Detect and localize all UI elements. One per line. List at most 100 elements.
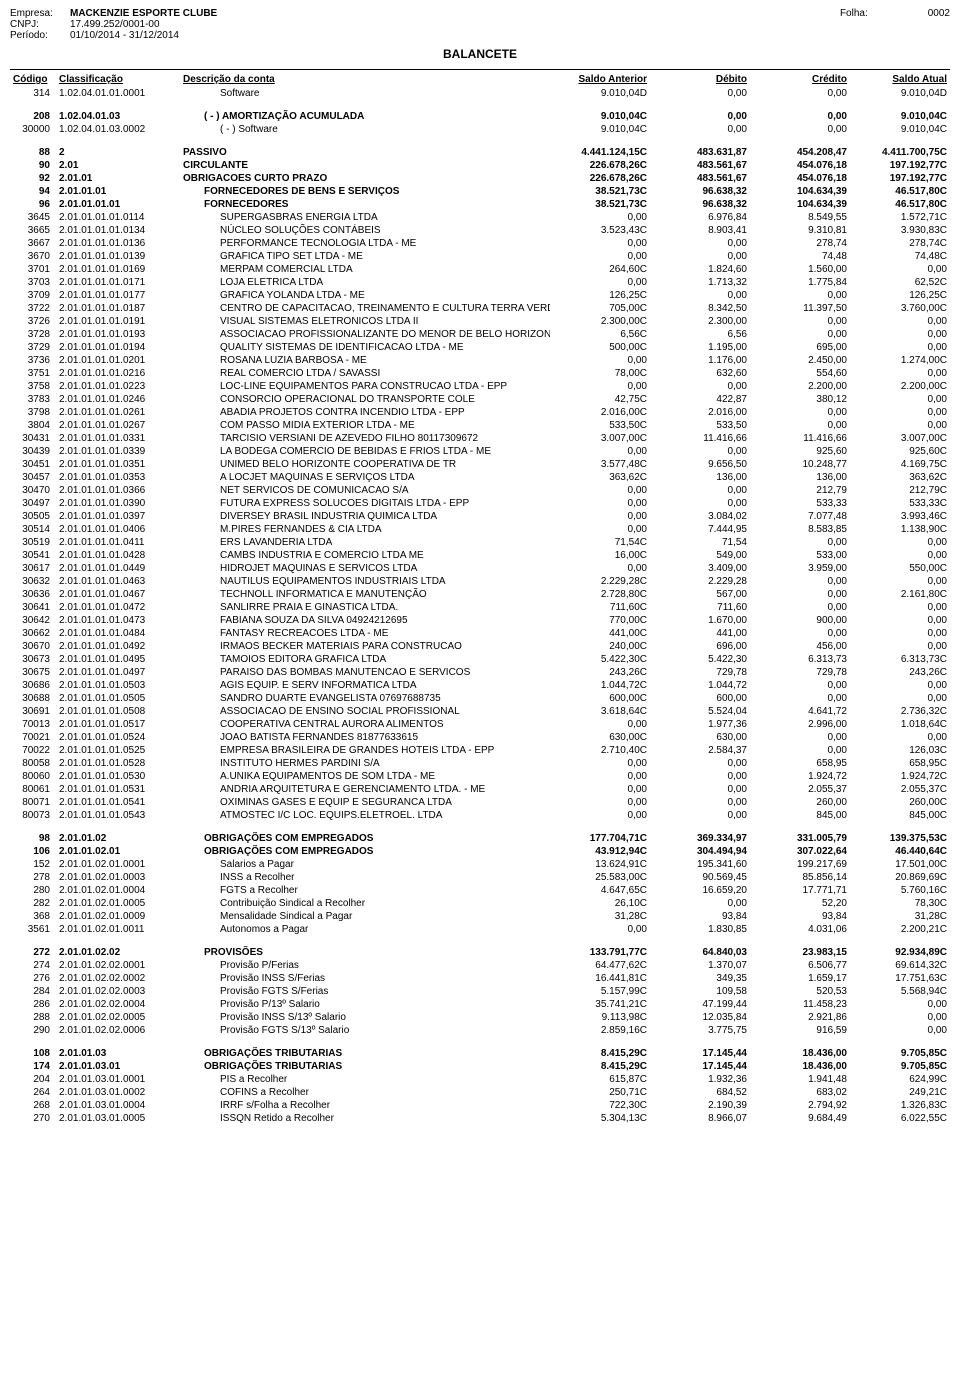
- cell-class: 2.01.01.02.01.0004: [56, 884, 180, 897]
- cell-desc: TAMOIOS EDITORA GRAFICA LTDA: [180, 653, 550, 666]
- cell-deb: 93,84: [650, 910, 750, 923]
- table-row: 922.01.01OBRIGACOES CURTO PRAZO226.678,2…: [10, 172, 950, 185]
- cell-sa: 13.624,91C: [550, 858, 650, 871]
- cell-satual: 2.161,80C: [850, 588, 950, 601]
- table-row: 305412.01.01.01.01.0428CAMBS INDUSTRIA E…: [10, 549, 950, 562]
- cell-desc: OBRIGAÇÕES COM EMPREGADOS: [180, 832, 550, 845]
- cell-sa: 0,00: [550, 562, 650, 575]
- cell-codigo: 3709: [10, 289, 56, 302]
- cell-class: 2.01.01.01.01.0497: [56, 666, 180, 679]
- cell-desc: FORNECEDORES: [180, 198, 550, 211]
- cell-satual: 3.993,46C: [850, 510, 950, 523]
- cell-cred: 18.436,00: [750, 1060, 850, 1073]
- cell-sa: 3.523,43C: [550, 224, 650, 237]
- cell-sa: 0,00: [550, 445, 650, 458]
- cell-codigo: 88: [10, 146, 56, 159]
- cell-desc: ( - ) Software: [180, 123, 550, 136]
- cell-deb: 422,87: [650, 393, 750, 406]
- cell-class: 1.02.04.01.03.0002: [56, 123, 180, 136]
- cell-satual: 139.375,53C: [850, 832, 950, 845]
- cell-sa: 0,00: [550, 497, 650, 510]
- table-row: 800712.01.01.01.01.0541OXIMINAS GASES E …: [10, 796, 950, 809]
- cell-deb: 96.638,32: [650, 185, 750, 198]
- cell-sa: 6,56C: [550, 328, 650, 341]
- table-row: 37092.01.01.01.01.0177GRAFICA YOLANDA LT…: [10, 289, 950, 302]
- cell-sa: 3.577,48C: [550, 458, 650, 471]
- cell-class: 2.01.01.02: [56, 832, 180, 845]
- cell-deb: 6.976,84: [650, 211, 750, 224]
- cell-sa: 0,00: [550, 796, 650, 809]
- cell-class: 2.01.01.03.01.0005: [56, 1112, 180, 1125]
- cell-sa: 0,00: [550, 718, 650, 731]
- table-row: 37362.01.01.01.01.0201ROSANA LUZIA BARBO…: [10, 354, 950, 367]
- cell-deb: 8.966,07: [650, 1112, 750, 1125]
- cell-satual: 925,60C: [850, 445, 950, 458]
- cell-satual: 3.007,00C: [850, 432, 950, 445]
- cell-satual: 0,00: [850, 367, 950, 380]
- cell-desc: Contribuição Sindical a Recolher: [180, 897, 550, 910]
- cell-class: 2.01.01.01.01.0331: [56, 432, 180, 445]
- cell-sa: 8.415,29C: [550, 1047, 650, 1060]
- cell-cred: 0,00: [750, 289, 850, 302]
- cell-desc: EMPRESA BRASILEIRA DE GRANDES HOTEIS LTD…: [180, 744, 550, 757]
- table-row: 37582.01.01.01.01.0223LOC-LINE EQUIPAMEN…: [10, 380, 950, 393]
- cell-sa: 0,00: [550, 510, 650, 523]
- cell-satual: 2.200,00C: [850, 380, 950, 393]
- cell-cred: 278,74: [750, 237, 850, 250]
- cell-cred: 136,00: [750, 471, 850, 484]
- cell-sa: 177.704,71C: [550, 832, 650, 845]
- cell-class: 2.01.01.01.01.0503: [56, 679, 180, 692]
- empresa-label: Empresa:: [10, 8, 70, 19]
- cell-cred: 199.217,69: [750, 858, 850, 871]
- table-row: 300001.02.04.01.03.0002( - ) Software9.0…: [10, 123, 950, 136]
- cell-cred: 454.076,18: [750, 159, 850, 172]
- cell-deb: 483.631,87: [650, 146, 750, 159]
- cell-codigo: 3783: [10, 393, 56, 406]
- cell-satual: 3.760,00C: [850, 302, 950, 315]
- cell-desc: ANDRIA ARQUITETURA E GERENCIAMENTO LTDA.…: [180, 783, 550, 796]
- cell-deb: 1.713,32: [650, 276, 750, 289]
- cell-class: 2.01.01.01.01.0467: [56, 588, 180, 601]
- cell-cred: 18.436,00: [750, 1047, 850, 1060]
- cell-cred: 3.959,00: [750, 562, 850, 575]
- table-row: 35612.01.01.02.01.0011Autonomos a Pagar0…: [10, 923, 950, 936]
- cell-cred: 554,60: [750, 367, 850, 380]
- cell-desc: FABIANA SOUZA DA SILVA 04924212695: [180, 614, 550, 627]
- col-debito: Débito: [650, 72, 750, 87]
- cell-desc: COFINS a Recolher: [180, 1086, 550, 1099]
- cell-sa: 9.010,04C: [550, 110, 650, 123]
- table-row: 37222.01.01.01.01.0187CENTRO DE CAPACITA…: [10, 302, 950, 315]
- cell-cred: 695,00: [750, 341, 850, 354]
- cell-codigo: 30686: [10, 679, 56, 692]
- cell-cred: 307.022,64: [750, 845, 850, 858]
- cell-cred: 0,00: [750, 744, 850, 757]
- cell-sa: 0,00: [550, 237, 650, 250]
- cell-deb: 136,00: [650, 471, 750, 484]
- cell-class: 2.01.01.01.01.0187: [56, 302, 180, 315]
- cell-desc: QUALITY SISTEMAS DE IDENTIFICACAO LTDA -…: [180, 341, 550, 354]
- cell-class: 2.01.01.01.01.0351: [56, 458, 180, 471]
- cell-class: 2.01.01.03.01.0004: [56, 1099, 180, 1112]
- table-row: 36652.01.01.01.01.0134NÚCLEO SOLUÇÕES CO…: [10, 224, 950, 237]
- cell-class: 2.01.01.01.01.0134: [56, 224, 180, 237]
- cell-satual: 4.411.700,75C: [850, 146, 950, 159]
- cell-codigo: 264: [10, 1086, 56, 1099]
- cell-sa: 3.007,00C: [550, 432, 650, 445]
- cell-desc: IRRF s/Folha a Recolher: [180, 1099, 550, 1112]
- cell-class: 2.01.01.02.01.0005: [56, 897, 180, 910]
- cell-desc: Mensalidade Sindical a Pagar: [180, 910, 550, 923]
- cell-satual: 2.055,37C: [850, 783, 950, 796]
- table-row: 305052.01.01.01.01.0397DIVERSEY BRASIL I…: [10, 510, 950, 523]
- cell-deb: 632,60: [650, 367, 750, 380]
- cell-cred: 1.941,48: [750, 1073, 850, 1086]
- cell-deb: 71,54: [650, 536, 750, 549]
- cell-cred: 454.076,18: [750, 172, 850, 185]
- cell-class: 2.01.01.01.01.0541: [56, 796, 180, 809]
- cell-class: 2.01.01.01.01.0339: [56, 445, 180, 458]
- table-row: 3682.01.01.02.01.0009Mensalidade Sindica…: [10, 910, 950, 923]
- cell-sa: 0,00: [550, 211, 650, 224]
- table-row: 1062.01.01.02.01OBRIGAÇÕES COM EMPREGADO…: [10, 845, 950, 858]
- cell-satual: 0,00: [850, 549, 950, 562]
- cell-deb: 5.524,04: [650, 705, 750, 718]
- cell-cred: 533,00: [750, 549, 850, 562]
